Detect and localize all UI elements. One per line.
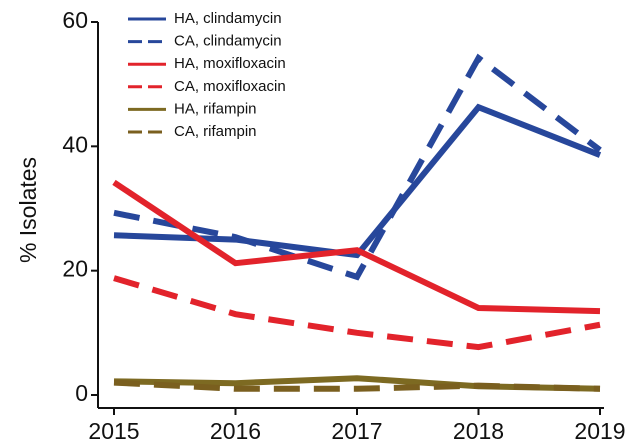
y-tick-label: 20 bbox=[62, 256, 88, 282]
series-line bbox=[113, 53, 602, 281]
x-tick-label: 2017 bbox=[331, 418, 382, 444]
legend-label: HA, moxifloxacin bbox=[174, 55, 286, 72]
y-tick-label: 40 bbox=[62, 131, 88, 157]
series-line bbox=[113, 275, 601, 351]
x-tick-label: 2016 bbox=[210, 418, 261, 444]
x-tick-label: 2019 bbox=[574, 418, 625, 444]
y-axis-label: % Isolates bbox=[15, 157, 41, 263]
y-tick-label: 0 bbox=[75, 380, 88, 406]
legend-label: CA, moxifloxacin bbox=[174, 78, 286, 95]
series-line bbox=[112, 179, 601, 315]
series-line bbox=[113, 379, 601, 392]
legend-label: HA, rifampin bbox=[174, 100, 257, 117]
y-tick-label: 60 bbox=[62, 7, 88, 33]
x-tick-label: 2018 bbox=[453, 418, 504, 444]
legend-label: CA, rifampin bbox=[174, 123, 257, 140]
legend-label: CA, clindamycin bbox=[174, 33, 282, 50]
legend-label: HA, clindamycin bbox=[174, 10, 282, 27]
x-tick-label: 2015 bbox=[88, 418, 139, 444]
